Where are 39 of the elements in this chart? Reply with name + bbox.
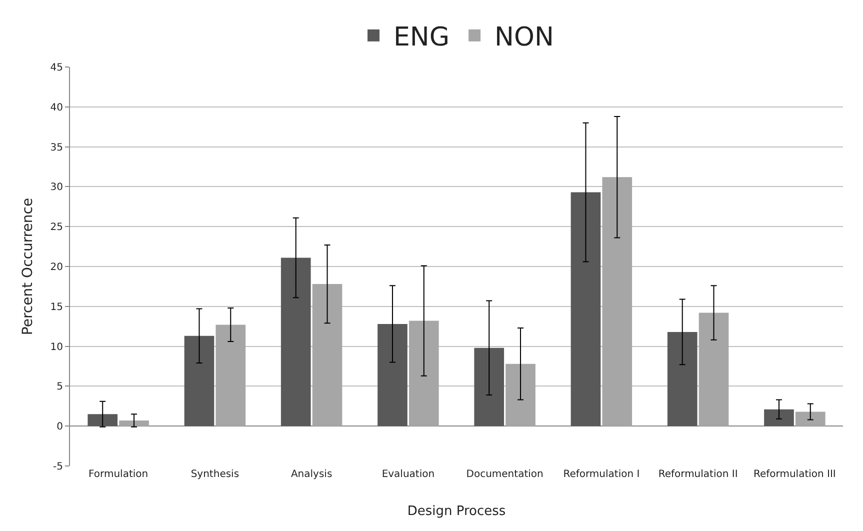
- y-tick-label: 25: [50, 222, 63, 234]
- bar: [506, 364, 536, 426]
- y-tick-label: -5: [53, 462, 63, 472]
- bar: [570, 192, 601, 426]
- y-tick-label: 5: [56, 382, 63, 393]
- y-tick-label: 40: [50, 102, 63, 114]
- x-tick-label: Formulation: [88, 469, 148, 480]
- legend-label: ENG: [394, 22, 450, 53]
- x-tick-label: Evaluation: [382, 469, 435, 480]
- bar: [119, 420, 149, 426]
- bar: [88, 414, 118, 426]
- bar: [312, 284, 342, 426]
- x-tick-label: Reformulation III: [753, 469, 836, 480]
- y-tick-label: 0: [56, 422, 63, 433]
- y-axis-title: Percent Occurrence: [20, 198, 36, 336]
- bar: [602, 177, 632, 426]
- bar: [184, 336, 214, 426]
- x-tick-label: Reformulation I: [563, 469, 640, 480]
- y-tick-label: 45: [50, 62, 63, 74]
- bar: [378, 324, 408, 426]
- x-axis-title: Design Process: [407, 504, 506, 519]
- bar: [280, 258, 311, 426]
- x-tick-label: Analysis: [290, 469, 332, 480]
- x-tick-label: Reformulation II: [658, 469, 738, 480]
- bar: [698, 312, 729, 426]
- x-tick-label: Synthesis: [190, 469, 240, 480]
- bar: [764, 409, 794, 426]
- y-tick-label: 35: [50, 142, 63, 154]
- bar: [667, 332, 698, 426]
- y-tick-label: 20: [50, 262, 63, 273]
- y-tick-label: 30: [50, 182, 63, 194]
- bar: [216, 324, 246, 426]
- y-tick-label: 15: [50, 302, 63, 313]
- y-tick-label: 10: [50, 342, 63, 353]
- bar: [795, 412, 826, 426]
- legend-label: NON: [494, 22, 554, 53]
- bar: [474, 348, 504, 426]
- bar: [408, 320, 439, 426]
- x-tick-label: Documentation: [466, 469, 544, 480]
